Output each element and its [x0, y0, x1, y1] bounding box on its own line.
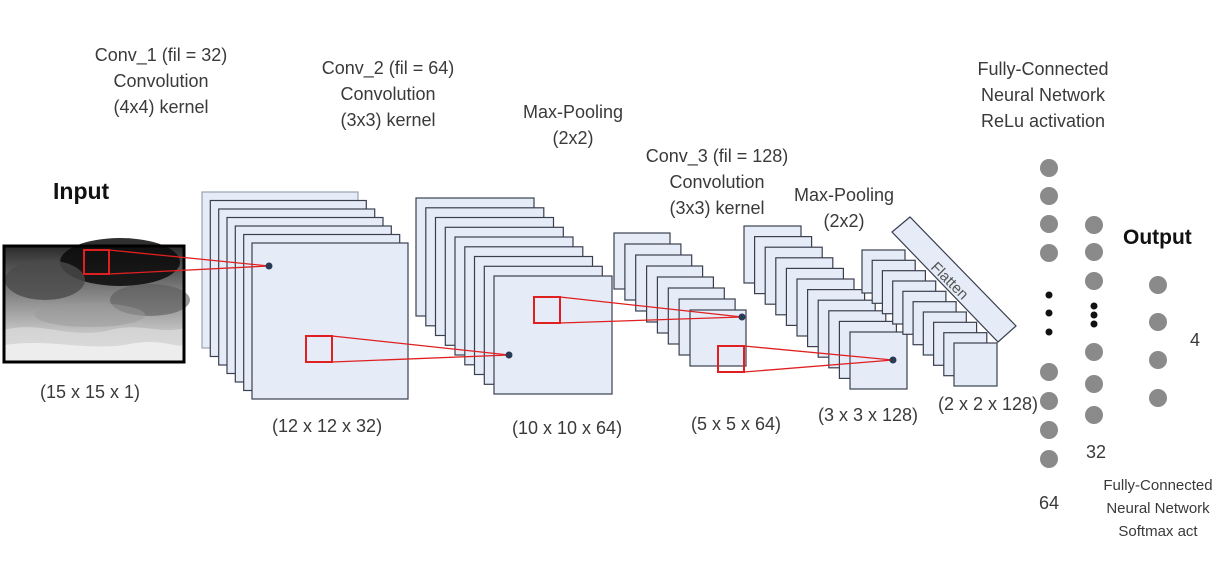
output-neuron — [1149, 389, 1167, 407]
conv1-kernel-window — [305, 335, 333, 363]
pool1-label: Max-Pooling (2x2) — [522, 102, 624, 148]
output-count: 4 — [1190, 330, 1201, 350]
conv2-label: Conv_2 (fil = 64) Convolution (3x3) kern… — [321, 58, 455, 130]
input-dims: (15 x 15 x 1) — [40, 382, 141, 402]
fc2-neuron — [1085, 406, 1103, 424]
fc2-neuron — [1085, 375, 1103, 393]
conv2-map — [493, 275, 613, 395]
input-title: Input — [53, 178, 110, 204]
output-neuron — [1149, 351, 1167, 369]
pool2-label: Max-Pooling (2x2) — [793, 185, 895, 231]
fc2-neuron — [1085, 243, 1103, 261]
conv2-pool-window — [533, 296, 561, 324]
fc1-neuron — [1040, 363, 1058, 381]
pool2-feature-maps — [861, 249, 998, 387]
conv3-dims: (3 x 3 x 128) — [818, 405, 919, 425]
pool2-dims: (2 x 2 x 128) — [938, 394, 1039, 414]
conv1-label: Conv_1 (fil = 32) Convolution (4x4) kern… — [94, 45, 228, 117]
fc2-neuron — [1085, 216, 1103, 234]
conv2-dims: (10 x 10 x 64) — [512, 418, 623, 438]
conv2-feature-maps — [415, 197, 613, 395]
pool2-map — [953, 342, 998, 387]
input-image — [2, 238, 190, 364]
fc1-neuron — [1040, 159, 1058, 177]
fc2-count: 32 — [1086, 442, 1107, 462]
pool1-dims: (5 x 5 x 64) — [691, 414, 782, 434]
output-neuron — [1149, 313, 1167, 331]
fc1-neuron-column — [1040, 159, 1058, 468]
fc1-neuron — [1040, 187, 1058, 205]
fc1-neuron — [1040, 244, 1058, 262]
output-label: Fully-Connected Neural Network Softmax a… — [1103, 477, 1213, 540]
conv1-dims: (12 x 12 x 32) — [272, 416, 383, 436]
output-title: Output — [1123, 226, 1192, 249]
receptive-field-connectors — [108, 249, 894, 373]
fc1-label: Fully-Connected Neural Network ReLu acti… — [977, 59, 1109, 131]
conv3-map — [849, 331, 908, 390]
fc1-neuron — [1040, 392, 1058, 410]
conv1-map — [251, 242, 409, 400]
output-neuron — [1149, 276, 1167, 294]
fc1-neuron — [1040, 450, 1058, 468]
output-neuron-column — [1149, 276, 1167, 407]
fc2-neuron — [1085, 272, 1103, 290]
ellipsis-dots — [1045, 291, 1098, 336]
conv3-label: Conv_3 (fil = 128) Convolution (3x3) ker… — [645, 146, 789, 218]
pool1-kernel-window — [717, 345, 745, 373]
fc2-neuron — [1085, 343, 1103, 361]
fc1-neuron — [1040, 215, 1058, 233]
connector-endpoints — [265, 262, 897, 364]
fc1-neuron — [1040, 421, 1058, 439]
conv3-feature-maps — [743, 225, 908, 390]
input-kernel-window — [83, 249, 110, 275]
fc2-neuron-column — [1085, 216, 1103, 424]
conv1-feature-maps — [201, 191, 409, 400]
fc1-count: 64 — [1039, 493, 1060, 513]
